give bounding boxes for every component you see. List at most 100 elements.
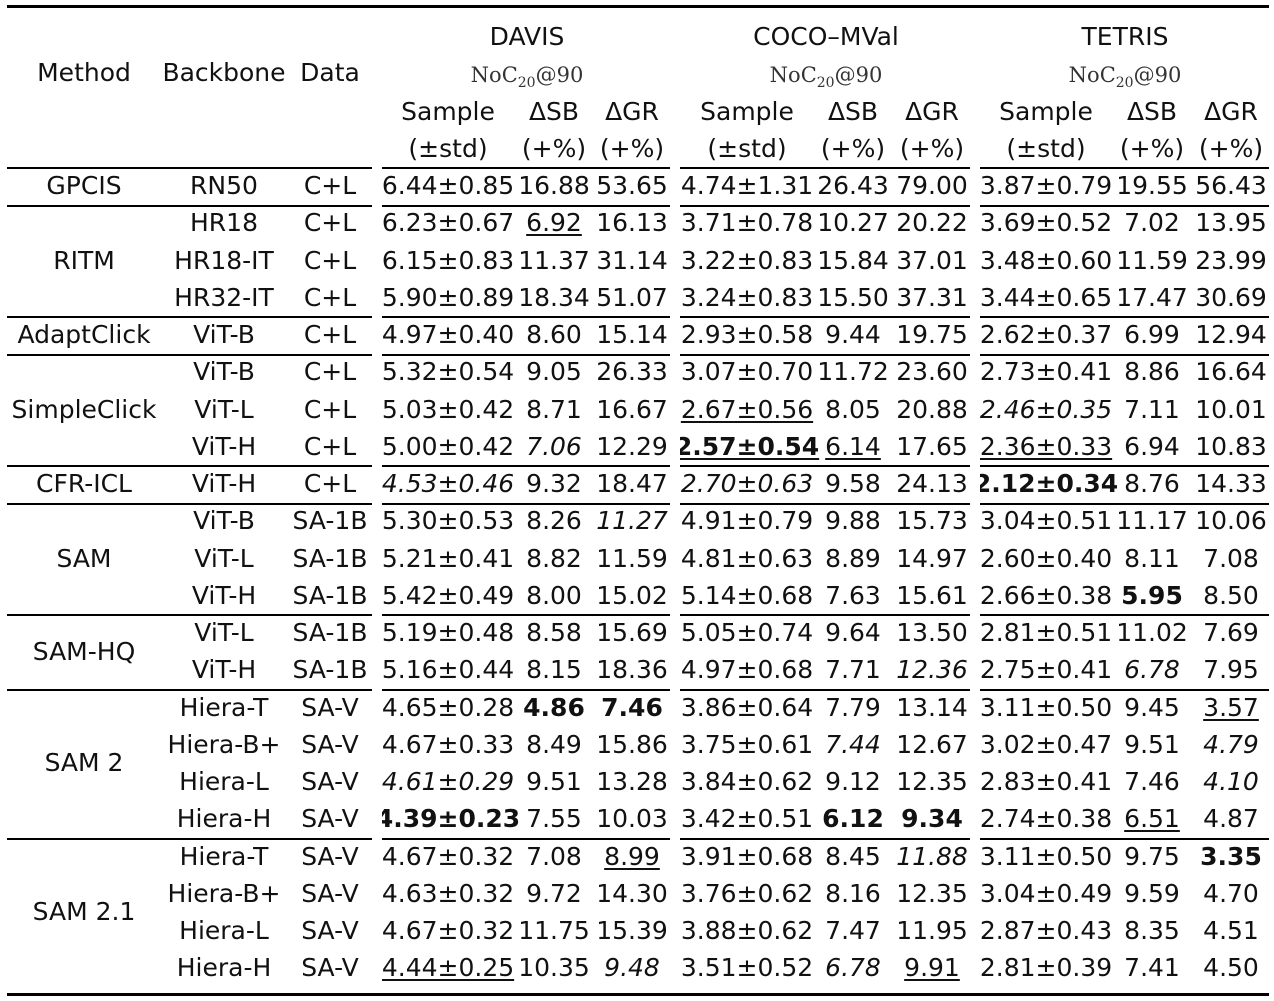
row-backbone: ViT-H	[191, 655, 257, 685]
table-cell: 8.71	[526, 394, 582, 424]
table-cell: 16.64	[1195, 357, 1267, 387]
table-cell: 37.31	[896, 282, 968, 312]
table-cell: 14.97	[896, 543, 968, 573]
header-delta-sb: ΔSB	[1126, 97, 1178, 126]
row-data: SA-V	[301, 916, 359, 945]
row-backbone: ViT-H	[191, 469, 257, 498]
row-data: C+L	[303, 208, 357, 238]
table-cell: 9.75	[1124, 841, 1180, 871]
table-cell: 8.50	[1203, 580, 1259, 610]
table-cell: 13.14	[896, 692, 968, 722]
rule-gap	[372, 160, 382, 992]
table-cell: 23.60	[896, 357, 968, 387]
table-cell: 4.67±0.32	[381, 841, 515, 871]
header-sample-std: (±std)	[1006, 134, 1086, 163]
row-data: C+L	[303, 245, 357, 275]
table-cell: 3.86±0.64	[680, 692, 814, 722]
table-cell: 4.81±0.63	[680, 543, 814, 573]
method-name: RITM	[53, 245, 115, 275]
table-cell: 15.61	[896, 580, 968, 610]
table-cell: 10.35	[518, 953, 590, 983]
table-cell: 26.33	[596, 357, 668, 387]
table-cell: 19.55	[1116, 171, 1188, 200]
table-cell: 6.51	[1124, 804, 1180, 834]
table-cell: 3.42±0.51	[680, 804, 814, 834]
table-cell: 8.15	[526, 655, 582, 685]
table-cell: 10.03	[596, 804, 668, 834]
table-cell: 4.91±0.79	[680, 506, 814, 536]
table-cell: 11.95	[896, 916, 968, 945]
row-data: SA-V	[301, 692, 359, 722]
table-cell: 8.26	[526, 506, 582, 536]
table-cell: 5.00±0.42	[381, 431, 515, 461]
table-cell: 12.67	[896, 729, 968, 759]
row-data: SA-1B	[292, 543, 368, 573]
header-delta-sb-pct: (+%)	[1119, 134, 1185, 163]
table-cell: 3.69±0.52	[979, 208, 1113, 238]
table-cell: 5.32±0.54	[381, 357, 515, 387]
table-cell: 6.99	[1124, 320, 1180, 349]
table-cell: 3.11±0.50	[979, 692, 1113, 722]
table-cell: 9.44	[825, 320, 881, 349]
table-cell: 51.07	[596, 282, 668, 312]
table-cell: 4.65±0.28	[381, 692, 515, 722]
table-cell: 20.88	[896, 394, 968, 424]
table-cell: 15.73	[896, 506, 968, 536]
table-cell: 5.90±0.89	[381, 282, 515, 312]
table-cell: 11.88	[896, 841, 968, 871]
row-data: SA-V	[301, 804, 359, 834]
table-cell: 5.42±0.49	[381, 580, 515, 610]
table-cell: 3.51±0.52	[680, 953, 814, 983]
table-cell: 15.02	[596, 580, 668, 610]
table-cell: 2.73±0.41	[979, 357, 1113, 387]
table-cell: 18.34	[518, 282, 590, 312]
row-data: SA-V	[301, 953, 359, 983]
table-cell: 8.89	[825, 543, 881, 573]
table-cell: 15.84	[817, 245, 889, 275]
row-backbone: HR32-IT	[174, 282, 274, 312]
table-cell: 7.71	[825, 655, 881, 685]
row-backbone: HR18	[190, 208, 258, 238]
table-cell: 3.84±0.62	[680, 767, 814, 796]
table-cell: 2.70±0.63	[680, 469, 814, 498]
table-cell: 9.64	[825, 618, 881, 647]
table-cell: 9.59	[1124, 878, 1180, 908]
table-cell: 4.53±0.46	[381, 469, 515, 498]
method-name: SAM	[56, 543, 112, 573]
table-cell: 6.92	[526, 208, 582, 238]
table-cell: 11.72	[817, 357, 889, 387]
table-cell: 14.33	[1195, 469, 1267, 498]
table-cell: 11.27	[596, 506, 668, 536]
table-cell: 10.27	[817, 208, 889, 238]
table-cell: 4.50	[1203, 953, 1259, 983]
table-cell: 2.57±0.54	[674, 431, 820, 461]
table-cell: 4.74±1.31	[680, 171, 814, 200]
table-cell: 9.51	[1124, 729, 1180, 759]
row-data: C+L	[303, 469, 357, 498]
table-cell: 9.12	[825, 767, 881, 796]
table-cell: 15.50	[817, 282, 889, 312]
row-data: SA-1B	[292, 580, 368, 610]
row-backbone: ViT-L	[194, 618, 254, 647]
table-cell: 37.01	[896, 245, 968, 275]
table-cell: 4.86	[523, 692, 585, 722]
table-cell: 9.05	[526, 357, 582, 387]
table-cell: 3.57	[1203, 692, 1259, 722]
table-cell: 9.51	[526, 767, 582, 796]
header-delta-sb: ΔSB	[528, 97, 580, 126]
table-cell: 17.65	[896, 431, 968, 461]
table-cell: 10.01	[1195, 394, 1267, 424]
table-cell: 3.04±0.51	[979, 506, 1113, 536]
table-cell: 9.88	[825, 506, 881, 536]
table-cell: 12.35	[896, 878, 968, 908]
header-dataset-1: COCO–MVal	[753, 22, 899, 51]
table-cell: 7.02	[1124, 208, 1180, 238]
header-metric-2: NoC20@90	[1068, 63, 1182, 92]
table-cell: 16.88	[518, 171, 590, 200]
table-cell: 8.82	[526, 543, 582, 573]
table-cell: 6.14	[825, 431, 881, 461]
header-dataset-2: TETRIS	[1081, 22, 1169, 51]
row-backbone: ViT-H	[191, 431, 257, 461]
table-cell: 4.10	[1203, 767, 1259, 796]
table-cell: 9.72	[526, 878, 582, 908]
